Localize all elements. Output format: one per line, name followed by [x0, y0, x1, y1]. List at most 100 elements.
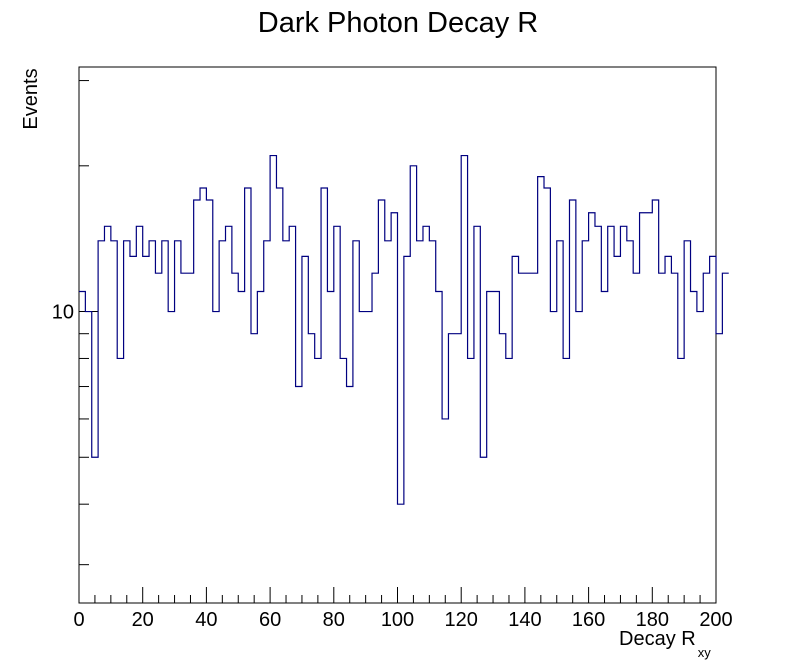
x-tick-label: 20	[132, 609, 154, 631]
histogram-bin	[251, 334, 257, 603]
histogram-bin	[525, 273, 531, 603]
histogram-bin	[417, 241, 423, 603]
histogram-bin	[468, 358, 474, 603]
histogram-bin	[200, 188, 206, 603]
histogram-bin	[487, 292, 493, 603]
x-tick-label: 140	[508, 609, 541, 631]
histogram-bin	[410, 166, 416, 603]
histogram-bin	[671, 273, 677, 603]
histogram-bin	[385, 241, 391, 603]
histogram-bin	[697, 312, 703, 603]
histogram-bin	[461, 156, 467, 603]
histogram-bin	[455, 334, 461, 603]
histogram-bin	[219, 241, 225, 603]
histogram-bin	[92, 457, 98, 603]
histogram-bin	[550, 312, 556, 603]
histogram-bin	[519, 273, 525, 603]
histogram-bin	[512, 256, 518, 603]
histogram-bin	[232, 273, 238, 603]
histogram-bin	[98, 241, 104, 603]
histogram-bin	[79, 292, 85, 603]
histogram-bin	[659, 273, 665, 603]
histogram-bin	[168, 312, 174, 603]
histogram-bin	[652, 200, 658, 603]
histogram-bins	[79, 156, 729, 603]
x-ticks: 0 20 40 60 80 100 120 140 160 180 200	[73, 587, 733, 631]
histogram-bin	[264, 241, 270, 603]
x-tick-label: 120	[445, 609, 478, 631]
histogram-bin	[436, 292, 442, 603]
x-axis-label-sub: xy	[698, 645, 712, 660]
histogram-bin	[691, 292, 697, 603]
y-tick-label: 10	[52, 302, 74, 324]
histogram-bin	[194, 200, 200, 603]
histogram-bin	[627, 241, 633, 603]
histogram-bin	[716, 334, 722, 603]
histogram-bin	[608, 226, 614, 603]
histogram-bin	[544, 188, 550, 603]
histogram-bin	[340, 358, 346, 603]
histogram-bin	[493, 292, 499, 603]
histogram-bin	[499, 334, 505, 603]
histogram-bin	[404, 256, 410, 603]
histogram-bin	[569, 200, 575, 603]
x-tick-label: 60	[259, 609, 281, 631]
histogram-bin	[111, 241, 117, 603]
histogram-bin	[538, 177, 544, 603]
histogram-bin	[378, 200, 384, 603]
y-ticks: 10	[52, 80, 98, 566]
histogram-bin	[238, 292, 244, 603]
histogram-bin	[359, 312, 365, 603]
histogram-bin	[283, 241, 289, 603]
histogram-bin	[162, 241, 168, 603]
histogram-bin	[104, 226, 110, 603]
histogram-bin	[620, 226, 626, 603]
x-tick-label: 100	[381, 609, 414, 631]
histogram-bin	[576, 312, 582, 603]
x-tick-label: 200	[699, 609, 732, 631]
histogram-bin	[124, 241, 130, 603]
histogram-bin	[531, 273, 537, 603]
histogram-bin	[143, 256, 149, 603]
histogram-bin	[327, 292, 333, 603]
chart-title: Dark Photon Decay R	[258, 7, 538, 39]
histogram-bin	[130, 256, 136, 603]
histogram-bin	[117, 358, 123, 603]
histogram-bin	[601, 292, 607, 603]
histogram-bin	[640, 213, 646, 603]
histogram-bin	[213, 312, 219, 603]
histogram-bin	[187, 273, 193, 603]
histogram-bin	[448, 334, 454, 603]
histogram-bin	[85, 312, 91, 603]
histogram-bin	[678, 358, 684, 603]
histogram-bin	[155, 273, 161, 603]
histogram-bin	[595, 226, 601, 603]
histogram-bin	[722, 273, 728, 603]
histogram-bin	[226, 226, 232, 603]
histogram-bin	[175, 241, 181, 603]
x-axis-label: Decay Rxy	[619, 628, 711, 660]
histogram-bin	[474, 226, 480, 603]
histogram-bin	[442, 419, 448, 603]
histogram-bin	[614, 256, 620, 603]
histogram-bin	[334, 226, 340, 603]
histogram-bin	[710, 256, 716, 603]
histogram-bin	[589, 213, 595, 603]
histogram-bin	[315, 358, 321, 603]
histogram-bin	[506, 358, 512, 603]
histogram-bin	[684, 241, 690, 603]
histogram-bin	[136, 226, 142, 603]
histogram-bin	[302, 256, 308, 603]
histogram-bin	[398, 504, 404, 603]
histogram-bin	[257, 292, 263, 603]
histogram-bin	[276, 188, 282, 603]
histogram-bin	[646, 213, 652, 603]
x-tick-label: 160	[572, 609, 605, 631]
histogram-bin	[423, 226, 429, 603]
x-axis-label-main: Decay R	[619, 628, 696, 650]
histogram-bin	[563, 358, 569, 603]
histogram-series-line	[79, 154, 729, 505]
histogram-bin	[353, 241, 359, 603]
histogram-bin	[372, 273, 378, 603]
